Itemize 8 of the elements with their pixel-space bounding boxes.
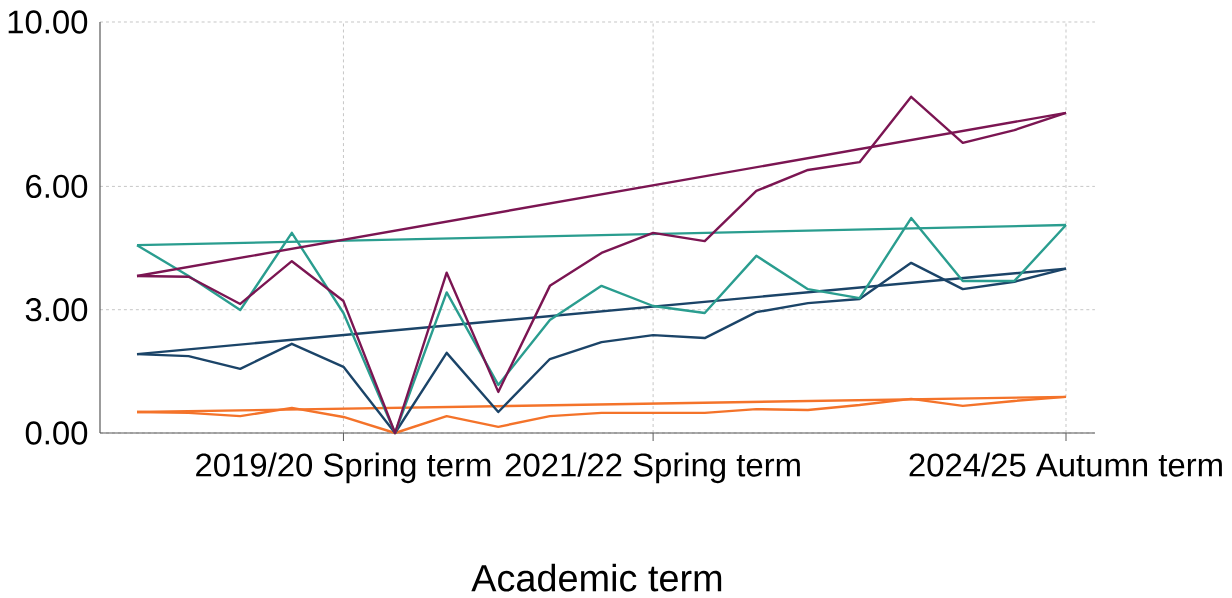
y-tick-label: 10.00 [8,10,88,34]
x-tick-label: 2021/22 Spring term [505,452,800,484]
y-tick-label: 3.00 [25,298,88,322]
x-axis-title: Academic term [471,563,722,592]
y-tick-label: 0.00 [25,421,88,445]
x-tick-label: 2024/25 Autumn term [909,452,1222,477]
x-tick-label: 2019/20 Spring term [196,452,491,484]
y-tick-label: 6.00 [26,174,88,199]
